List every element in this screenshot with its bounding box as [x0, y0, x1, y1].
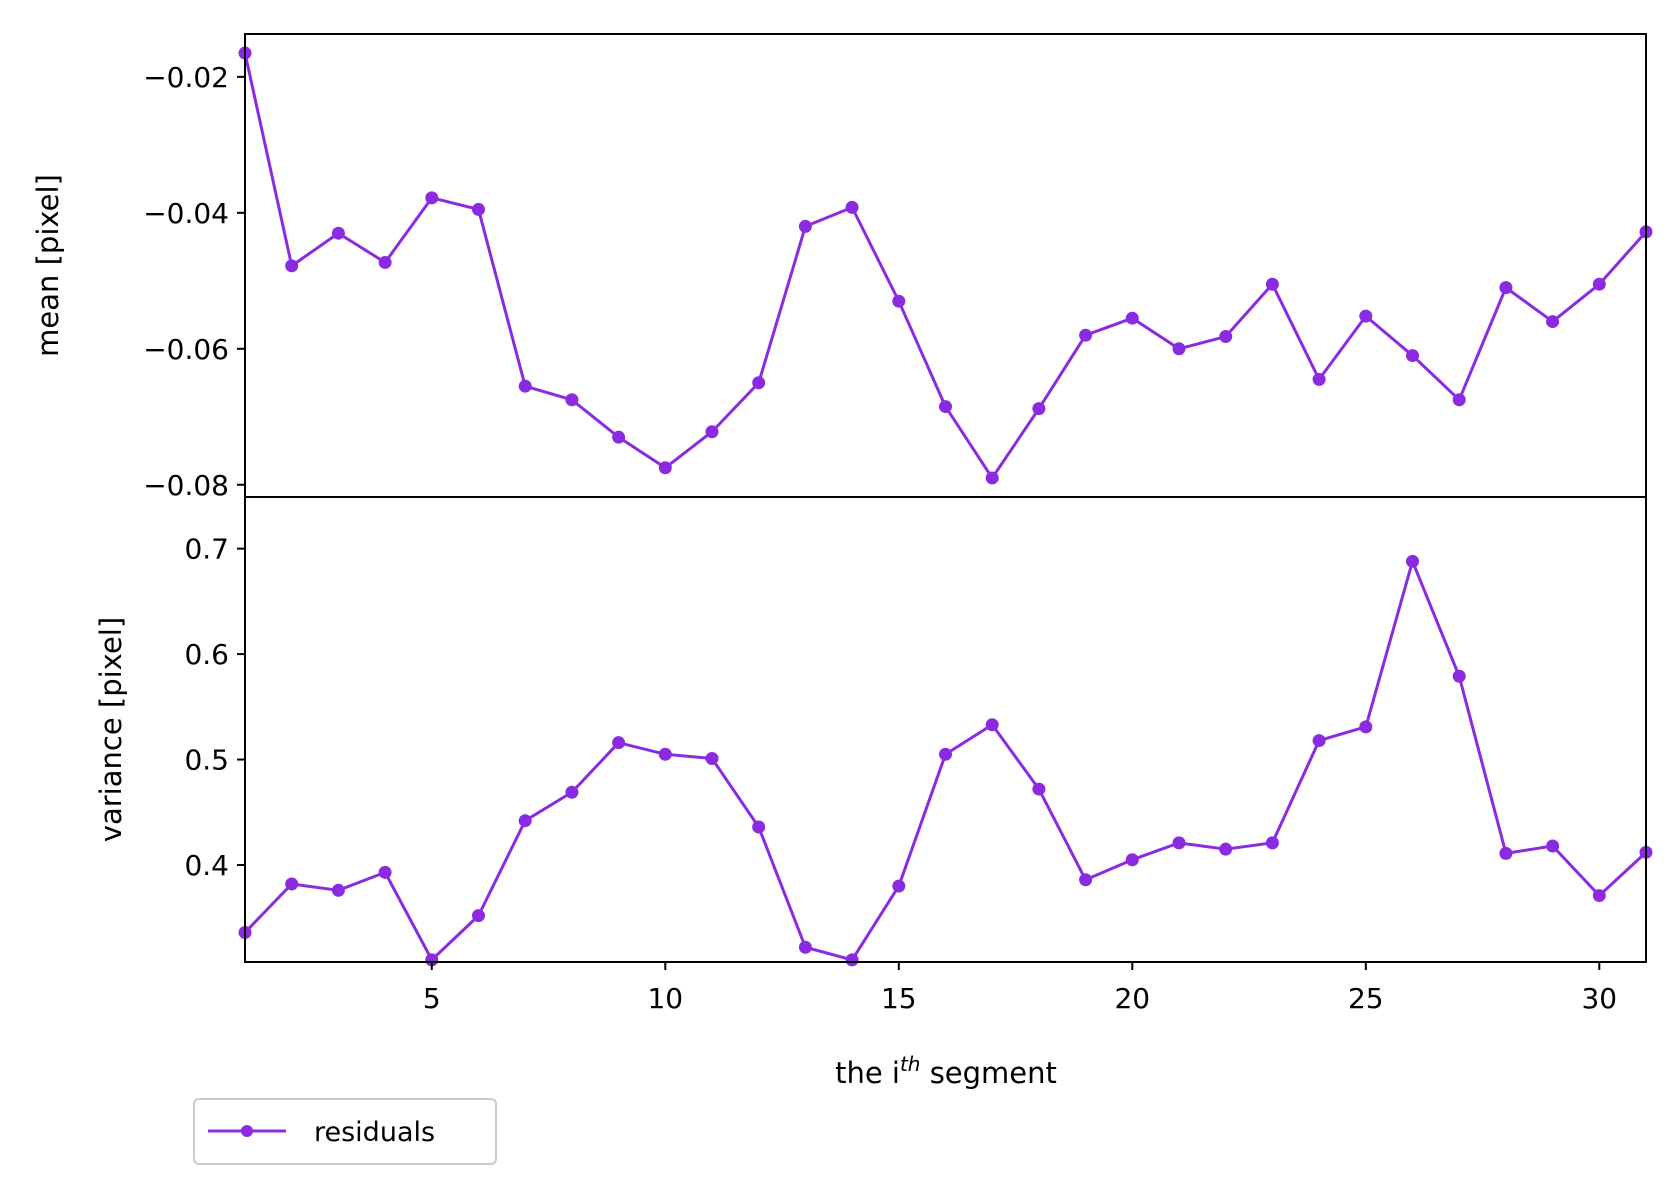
variance-point-9: [612, 736, 626, 750]
mean-point-21: [1172, 342, 1186, 356]
legend-box: [193, 1098, 497, 1165]
mean-point-13: [798, 219, 812, 233]
variance-point-15: [892, 879, 906, 893]
variance-point-21: [1172, 836, 1186, 850]
legend-marker: [241, 1125, 253, 1137]
variance-point-22: [1219, 842, 1233, 856]
mean-plot-frame: [244, 33, 1647, 498]
mean-point-7: [518, 379, 532, 393]
x-tick-label: 30: [1581, 982, 1617, 1015]
variance-point-14: [845, 953, 859, 967]
mean-point-8: [565, 393, 579, 407]
variance-y-axis-label: variance [pixel]: [94, 617, 128, 842]
legend-label: residuals: [314, 1117, 435, 1148]
variance-point-5: [425, 953, 439, 967]
mean-point-5: [425, 191, 439, 205]
variance-point-27: [1452, 669, 1466, 683]
mean-point-16: [939, 400, 952, 414]
mean-panel: −0.02 −0.04 −0.06 −0.08 mean [pixel]: [31, 33, 1653, 502]
x-tick-label: 5: [423, 982, 441, 1015]
mean-point-24: [1312, 372, 1326, 386]
variance-point-19: [1079, 873, 1093, 887]
variance-point-7: [518, 814, 532, 828]
mean-point-17: [985, 471, 999, 485]
variance-point-29: [1546, 839, 1560, 853]
variance-panel: 0.4 0.5 0.6 0.7 variance [pixel]: [94, 496, 1653, 967]
variance-point-18: [1032, 782, 1046, 796]
mean-series-line: [243, 52, 1648, 480]
variance-point-25: [1359, 720, 1373, 734]
mean-point-11: [705, 425, 719, 439]
mean-y-axis-label: mean [pixel]: [31, 174, 65, 357]
variance-point-24: [1312, 734, 1326, 748]
variance-point-11: [705, 752, 719, 765]
variance-point-4: [378, 865, 392, 879]
mean-point-23: [1265, 277, 1279, 291]
x-tick-label: 25: [1348, 982, 1384, 1015]
mean-point-29: [1546, 315, 1560, 329]
mean-point-19: [1079, 328, 1093, 342]
variance-point-8: [565, 785, 579, 799]
variance-point-26: [1406, 554, 1419, 568]
mean-point-15: [892, 294, 906, 308]
variance-point-13: [798, 940, 812, 954]
mean-point-2: [285, 259, 299, 273]
variance-point-28: [1499, 846, 1513, 860]
variance-point-20: [1125, 853, 1139, 867]
mean-point-6: [472, 202, 485, 216]
variance-y-tick-label: 0.6: [184, 638, 229, 671]
variance-point-10: [658, 747, 672, 761]
variance-point-23: [1265, 836, 1279, 850]
mean-point-9: [612, 430, 626, 444]
mean-y-tick-label: −0.04: [143, 197, 229, 230]
x-axis-label-prefix: the i: [835, 1056, 900, 1090]
mean-point-22: [1219, 330, 1233, 344]
mean-point-28: [1499, 281, 1513, 295]
x-axis-label: the ith segment: [835, 1052, 1057, 1090]
mean-point-30: [1592, 277, 1606, 291]
variance-point-2: [285, 877, 299, 891]
mean-point-27: [1452, 393, 1466, 407]
x-tick-label: 15: [881, 982, 917, 1015]
mean-y-tick-label: −0.08: [143, 469, 229, 502]
x-axis: 5 10 15 20 25 30: [423, 962, 1617, 1015]
variance-point-6: [472, 909, 485, 923]
variance-point-17: [985, 718, 999, 732]
mean-point-18: [1032, 402, 1046, 416]
mean-point-26: [1406, 349, 1419, 363]
mean-point-20: [1125, 311, 1139, 325]
mean-y-tick-label: −0.02: [143, 61, 229, 94]
mean-point-25: [1359, 309, 1373, 323]
legend: residuals: [193, 1098, 497, 1165]
variance-point-3: [331, 883, 345, 897]
variance-point-12: [752, 820, 766, 834]
mean-point-4: [378, 255, 392, 269]
x-axis-label-sup: th: [900, 1052, 921, 1076]
mean-y-tick-label: −0.06: [143, 333, 229, 366]
x-tick-label: 20: [1114, 982, 1150, 1015]
mean-point-14: [845, 200, 859, 214]
variance-y-tick-label: 0.4: [184, 849, 229, 882]
x-tick-label: 10: [647, 982, 683, 1015]
mean-point-10: [658, 461, 672, 475]
mean-point-12: [752, 376, 766, 390]
variance-plot-frame: [244, 496, 1647, 963]
variance-y-tick-label: 0.7: [184, 533, 229, 566]
x-axis-label-suffix: segment: [920, 1056, 1056, 1090]
variance-point-30: [1592, 889, 1606, 903]
mean-point-3: [331, 226, 345, 240]
variance-point-16: [939, 747, 952, 761]
variance-y-tick-label: 0.5: [184, 744, 229, 777]
